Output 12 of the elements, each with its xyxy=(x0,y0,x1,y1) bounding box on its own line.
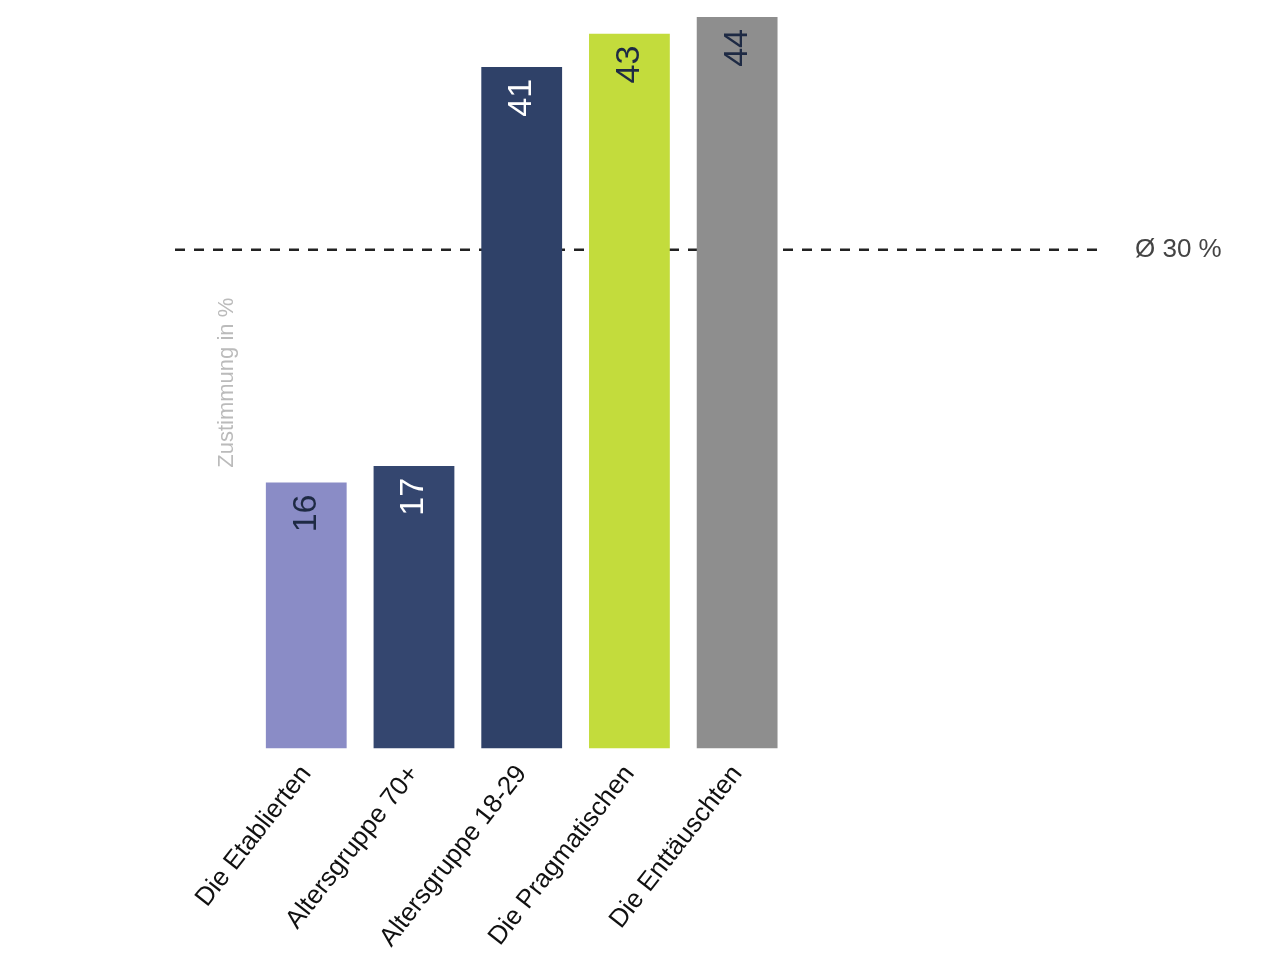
data-label: 43 xyxy=(607,45,646,84)
ref-line-label: Ø 30 % xyxy=(1135,232,1222,263)
bar xyxy=(373,465,455,749)
bar xyxy=(265,482,347,749)
data-label: 44 xyxy=(715,29,754,67)
data-label: 16 xyxy=(284,494,323,533)
bar xyxy=(481,66,563,749)
bar xyxy=(696,17,778,749)
data-label: 41 xyxy=(500,78,539,117)
bar xyxy=(589,33,670,749)
y-axis-title: Zustimmung in % xyxy=(213,297,239,468)
data-label: 17 xyxy=(392,477,431,516)
